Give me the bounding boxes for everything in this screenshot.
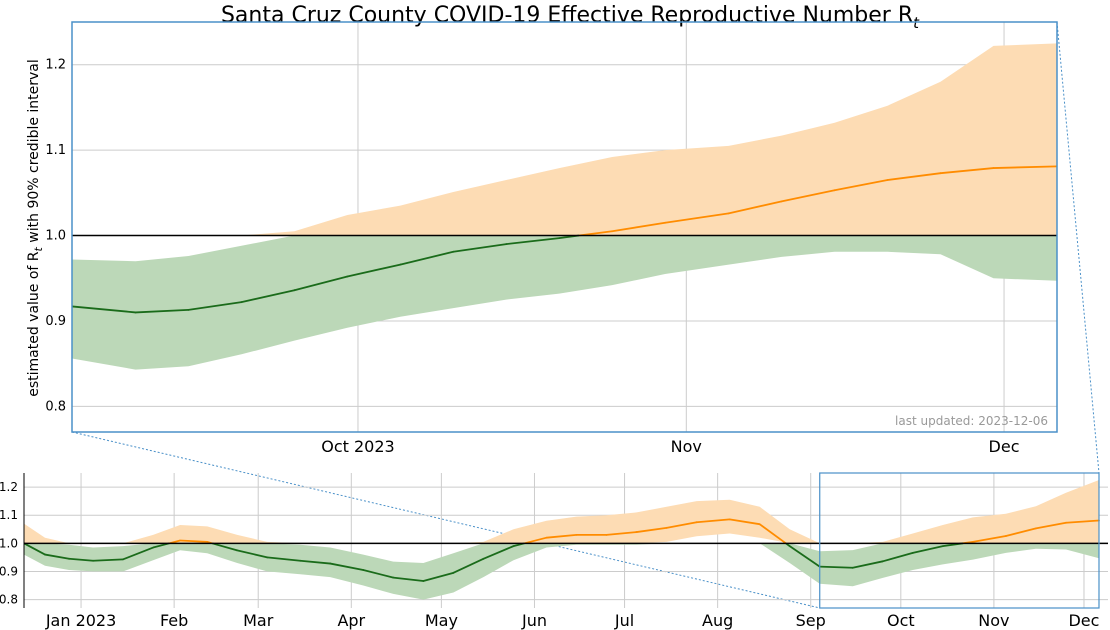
x-tick-label: Oct <box>887 611 915 630</box>
median-segment <box>780 189 836 203</box>
median-segment <box>759 523 787 545</box>
lower-credible-band <box>72 235 1057 370</box>
zoom-y-ticks: 0.8 0.9 1.0 1.1 1.2 <box>45 58 66 415</box>
median-segment <box>939 167 995 175</box>
median-segment <box>545 533 578 539</box>
median-segment <box>240 289 296 304</box>
y-tick-label: 1.1 <box>0 508 18 522</box>
median-segment <box>72 305 137 314</box>
y-tick-label: 0.9 <box>0 564 18 578</box>
upper-credible-band <box>72 43 1057 236</box>
x-tick-label: Dec <box>989 437 1020 456</box>
median-segment <box>695 518 731 524</box>
zoom-x-ticks: Oct 2023 Nov Dec <box>321 437 1019 456</box>
lower-credible-band <box>24 543 1099 600</box>
median-segment <box>727 200 783 215</box>
median-segment <box>992 165 1057 169</box>
x-tick-label: Jul <box>614 611 634 630</box>
overview-x-ticks: Jan 2023 Feb Mar Apr May Jun Jul Aug Sep Oct Nov De… <box>45 611 1100 630</box>
x-tick-label: May <box>425 611 458 630</box>
median-segment <box>134 308 190 314</box>
median-segment <box>505 237 561 245</box>
y-tick-label: 1.0 <box>45 229 66 244</box>
median-segment <box>1035 521 1067 530</box>
median-segment <box>482 545 515 560</box>
median-segment <box>452 557 485 574</box>
median-segment <box>728 518 761 526</box>
median-segment <box>665 521 698 529</box>
median-segment <box>236 549 269 559</box>
median-segment <box>187 301 243 311</box>
y-tick-label: 1.2 <box>45 58 66 73</box>
y-tick-label: 1.0 <box>0 536 18 550</box>
median-segment <box>346 263 402 278</box>
x-tick-label: Jan 2023 <box>45 611 116 630</box>
x-tick-label: Nov <box>978 611 1009 630</box>
x-tick-label: Oct 2023 <box>321 437 394 456</box>
median-segment <box>911 545 944 554</box>
zoom-frame <box>71 21 1058 433</box>
median-segment <box>122 546 155 561</box>
zoom-panel: 0.8 0.9 1.0 1.1 1.2 Oct 2023 Nov Dec last upda… <box>45 21 1058 456</box>
median-segment <box>362 569 395 579</box>
x-tick-label: Jun <box>521 611 547 630</box>
median-segment <box>1005 527 1037 537</box>
median-segment <box>68 557 94 562</box>
median-segment <box>44 553 70 560</box>
median-segment <box>329 562 365 571</box>
median-segment <box>664 212 730 224</box>
median-segment <box>299 559 332 565</box>
median-segment <box>611 221 667 233</box>
chart-title: Santa Cruz County COVID-19 Effective Rep… <box>221 3 920 32</box>
overview-zoom-box <box>819 472 1100 609</box>
x-tick-label: Sep <box>796 611 826 630</box>
median-segment <box>881 551 914 563</box>
x-tick-label: Mar <box>243 611 274 630</box>
overview-bands <box>24 480 1099 600</box>
y-tick-label: 0.8 <box>45 399 66 414</box>
y-tick-label: 0.9 <box>45 314 66 329</box>
last-updated-label: last updated: 2023-12-06 <box>895 414 1048 428</box>
overview-panel: 0.80.91.01.11.2 Jan 2023 Feb Mar Apr May Jun J… <box>0 472 1108 630</box>
median-segment <box>422 571 455 582</box>
zoom-connectors <box>71 21 1100 609</box>
median-segment <box>788 545 821 568</box>
y-tick-label: 1.1 <box>45 143 66 158</box>
y-axis-label: estimated value of Rt with 90% credible … <box>26 59 45 397</box>
median-segment <box>1065 519 1100 524</box>
median-segment <box>293 275 349 292</box>
median-segment <box>524 536 547 545</box>
median-segment <box>971 535 1007 543</box>
zoom-lines <box>72 165 1057 314</box>
connector-right <box>1056 21 1100 474</box>
x-tick-label: Apr <box>337 611 365 630</box>
median-segment <box>886 172 942 181</box>
median-segment <box>24 542 46 556</box>
median-segment <box>635 526 668 533</box>
median-segment <box>833 179 889 192</box>
median-segment <box>818 565 854 569</box>
overview-lines <box>24 518 1100 582</box>
connector-left <box>71 431 820 609</box>
zoom-bands <box>72 43 1057 370</box>
median-segment <box>605 531 638 536</box>
median-segment <box>851 560 884 569</box>
median-segment <box>92 558 124 562</box>
y-tick-label: 1.2 <box>0 480 18 494</box>
median-segment <box>392 576 425 582</box>
overview-y-ticks: 0.8 0.9 1.0 1.1 1.2 <box>0 480 18 607</box>
median-segment <box>399 250 455 266</box>
upper-credible-band <box>24 480 1099 544</box>
median-segment <box>179 539 209 543</box>
median-segment <box>211 542 238 552</box>
x-tick-label: Dec <box>1068 611 1099 630</box>
x-tick-label: Feb <box>160 611 188 630</box>
x-tick-label: Nov <box>671 437 702 456</box>
y-tick-label: 0.8 <box>0 593 18 607</box>
median-segment <box>266 556 302 562</box>
x-tick-label: Aug <box>702 611 733 630</box>
median-segment <box>452 243 508 253</box>
